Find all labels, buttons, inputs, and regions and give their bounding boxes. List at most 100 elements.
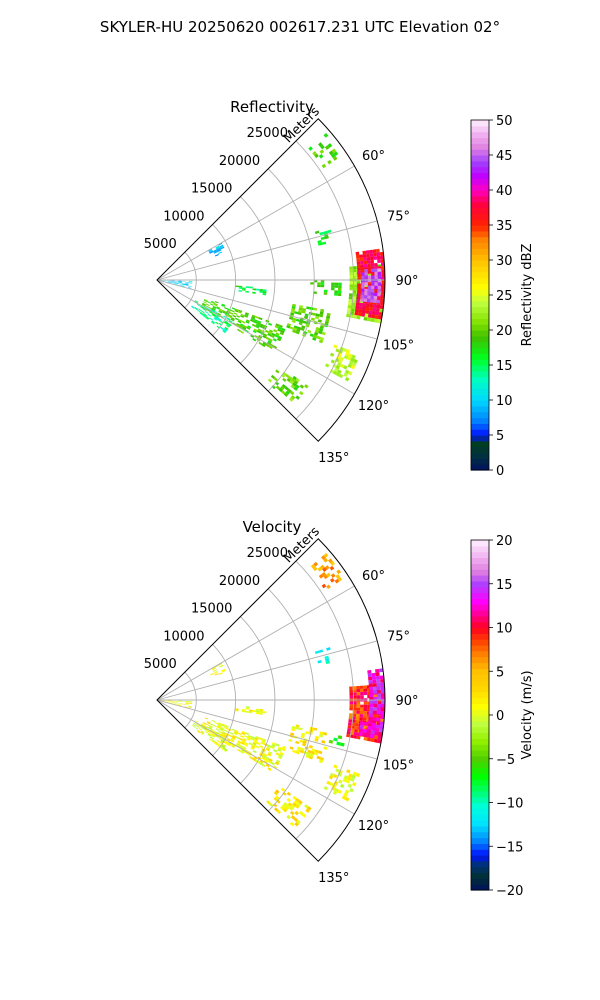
- echo-cell: [237, 748, 241, 752]
- echo-cell: [315, 326, 320, 331]
- echo-cell: [270, 761, 275, 766]
- echo-cell: [185, 701, 189, 703]
- echo-cell: [210, 729, 214, 733]
- echo-cell: [376, 689, 381, 694]
- echo-cell: [323, 574, 329, 580]
- echo-cell: [319, 327, 324, 332]
- echo-cell: [371, 722, 376, 727]
- echo-cell: [250, 334, 255, 338]
- echo-cell: [292, 317, 297, 321]
- echo-cell: [361, 278, 365, 283]
- echo-cell: [275, 369, 280, 374]
- echo-cell: [319, 231, 324, 236]
- azimuth-tick-label: 135°: [318, 871, 349, 886]
- echo-cell: [288, 738, 293, 743]
- echo-cell: [334, 292, 338, 296]
- echo-cell: [359, 710, 364, 715]
- echo-cell: [290, 395, 296, 400]
- echo-cell: [318, 649, 324, 653]
- echo-cell: [208, 250, 213, 253]
- colorbar-band: [471, 697, 489, 704]
- echo-cell: [272, 345, 278, 350]
- echo-cell: [171, 281, 175, 282]
- echo-cell: [202, 314, 207, 317]
- echo-cell: [202, 308, 207, 312]
- echo-cell: [270, 745, 275, 750]
- echo-cell: [380, 693, 385, 697]
- echo-cell: [226, 323, 231, 327]
- echo-cell: [381, 287, 385, 292]
- echo-cell: [373, 700, 378, 704]
- echo-cell: [171, 701, 175, 703]
- echo-cell: [375, 308, 380, 313]
- echo-cell: [214, 742, 219, 746]
- echo-cell: [295, 797, 300, 803]
- echo-cell: [318, 339, 324, 344]
- echo-cell: [306, 752, 311, 756]
- echo-cell: [318, 330, 323, 335]
- range-tick-label: 25000: [247, 546, 288, 561]
- echo-cell: [227, 308, 232, 311]
- echo-cell: [250, 737, 255, 741]
- echo-cell: [255, 712, 260, 715]
- echo-cell: [230, 309, 235, 313]
- echo-cell: [215, 741, 219, 745]
- colorbar-band: [471, 260, 489, 267]
- echo-cell: [207, 733, 212, 737]
- echo-cell: [281, 327, 286, 332]
- echo-cell: [267, 322, 273, 326]
- echo-cell: [363, 685, 367, 689]
- echo-cell: [255, 710, 260, 713]
- echo-cell: [326, 584, 331, 589]
- echo-cell: [228, 320, 233, 324]
- echo-cell: [356, 707, 361, 711]
- echo-cell: [206, 729, 210, 733]
- echo-cell: [282, 808, 288, 813]
- echo-cell: [178, 281, 182, 282]
- echo-cell: [307, 329, 312, 334]
- echo-cell: [311, 748, 316, 753]
- echo-cell: [368, 717, 373, 721]
- reflectivity-colorbar: 0 5 10 15 20 25 30 35 40 45 50 Reflectivity dBZ: [470, 114, 535, 479]
- echo-cell: [364, 272, 368, 276]
- echo-cell: [363, 714, 367, 718]
- echo-cell: [202, 302, 206, 306]
- echo-cell: [201, 304, 206, 307]
- echo-cell: [208, 306, 212, 310]
- echo-cell: [312, 151, 317, 156]
- echo-cell: [266, 800, 271, 805]
- colorbar-band: [471, 691, 489, 699]
- echo-cell: [274, 325, 279, 329]
- echo-cell: [264, 758, 269, 762]
- echo-cell: [369, 696, 374, 701]
- colorbar-band: [471, 236, 489, 244]
- colorbar-band: [471, 785, 489, 792]
- echo-cell: [373, 252, 377, 257]
- echo-cell: [286, 325, 291, 329]
- colorbar-band: [471, 201, 489, 209]
- echo-cell: [210, 301, 215, 304]
- echo-cell: [368, 686, 373, 691]
- echo-cell: [238, 737, 243, 741]
- colorbar-band: [471, 347, 489, 354]
- echo-cell: [232, 314, 237, 318]
- echo-cell: [356, 261, 361, 265]
- echo-cell: [201, 730, 205, 734]
- echo-cell: [349, 704, 354, 708]
- echo-cell: [375, 311, 380, 316]
- echo-cell: [298, 321, 303, 326]
- echo-cell: [317, 566, 323, 572]
- echo-cell: [363, 736, 368, 741]
- echo-cell: [237, 311, 242, 314]
- echo-cell: [314, 315, 320, 320]
- echo-cell: [238, 309, 243, 313]
- echo-cell: [188, 706, 192, 708]
- echo-cell: [281, 383, 287, 389]
- echo-cell: [178, 282, 182, 283]
- echo-cell: [354, 725, 359, 730]
- echo-cell: [216, 732, 221, 735]
- echo-cell: [378, 731, 383, 737]
- echo-cell: [320, 236, 326, 241]
- echo-cell: [309, 753, 314, 758]
- echo-cell: [314, 153, 319, 159]
